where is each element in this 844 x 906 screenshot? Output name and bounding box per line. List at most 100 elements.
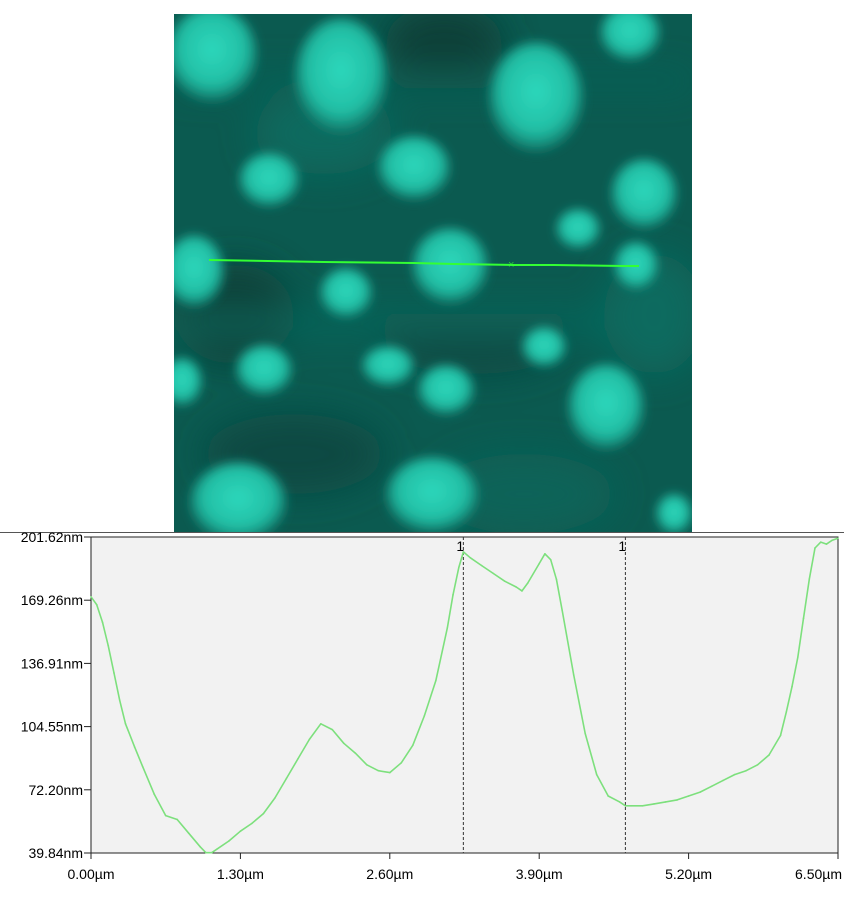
profile-point xyxy=(722,779,724,782)
profile-point xyxy=(549,558,552,561)
profile-point xyxy=(492,572,495,575)
profile-point xyxy=(228,840,230,842)
profile-point xyxy=(262,812,265,815)
y-tick-label: 201.62nm xyxy=(21,532,83,545)
profile-point xyxy=(452,594,454,596)
profile-point xyxy=(141,765,144,768)
y-axis: 201.62nm 169.26nm 136.91nm 104.55nm 72.20nm 3… xyxy=(21,532,91,861)
profile-point xyxy=(779,734,782,737)
profile-point xyxy=(515,586,518,588)
profile-point xyxy=(176,818,178,821)
y-tick-label: 104.55nm xyxy=(21,719,83,735)
profile-point xyxy=(791,685,793,688)
profile-point xyxy=(538,562,540,565)
profile-point xyxy=(687,795,690,797)
profile-point xyxy=(733,773,736,776)
profile-point xyxy=(768,754,770,756)
profile-point xyxy=(630,805,632,807)
profile-point xyxy=(462,551,465,553)
profile-point xyxy=(331,728,334,731)
profile-point xyxy=(251,822,253,825)
profile-point xyxy=(423,715,426,717)
profile-point xyxy=(133,746,136,749)
profile-line xyxy=(90,537,839,854)
plot-area xyxy=(90,536,839,854)
profile-point xyxy=(216,847,219,850)
profile-point xyxy=(90,596,92,598)
x-tick-label: 1.30µm xyxy=(217,866,264,882)
x-tick-label: 0.00µm xyxy=(68,866,115,882)
profile-point xyxy=(377,769,380,772)
cursor-label: 1 xyxy=(456,538,464,554)
profile-point xyxy=(469,556,472,559)
profile-point xyxy=(653,803,655,805)
profile-point xyxy=(411,744,414,747)
profile-point xyxy=(572,674,575,676)
profile-point xyxy=(107,644,110,647)
profile-point xyxy=(756,763,759,766)
profile-point xyxy=(814,547,816,549)
profile-point xyxy=(526,582,529,584)
profile-point xyxy=(153,793,156,795)
profile-point xyxy=(366,763,368,766)
profile-point xyxy=(480,564,483,567)
profile-point xyxy=(584,732,586,735)
profile-point xyxy=(297,758,299,760)
profile-point xyxy=(164,814,167,817)
profile-point xyxy=(124,722,127,725)
x-tick-label: 3.90µm xyxy=(516,866,563,882)
profile-scan-line xyxy=(208,259,639,267)
profile-point xyxy=(802,617,805,620)
afm-height-image: × xyxy=(174,14,692,532)
profile-point xyxy=(785,711,788,713)
profile-point xyxy=(618,801,621,803)
profile-point xyxy=(199,846,201,848)
profile-point xyxy=(595,773,598,776)
profile-point xyxy=(308,738,311,741)
profile-point xyxy=(354,752,357,754)
profile-point xyxy=(101,621,104,624)
profile-point xyxy=(819,541,822,543)
x-tick-label: 2.60µm xyxy=(366,866,413,882)
profile-point xyxy=(210,851,213,854)
profile-point xyxy=(796,656,799,659)
profile-point xyxy=(285,777,288,780)
profile-point xyxy=(434,679,437,682)
profile-point xyxy=(113,672,115,674)
profile-point xyxy=(446,627,449,629)
profile-point xyxy=(808,578,811,581)
cursor-label: 1 xyxy=(618,538,626,554)
profile-point xyxy=(710,785,713,788)
series-group xyxy=(90,537,839,854)
profile-point xyxy=(664,801,667,803)
profile-point xyxy=(400,762,403,764)
x-tick-label: 5.20µm xyxy=(665,866,712,882)
y-tick-label: 39.84nm xyxy=(29,845,83,861)
profile-point xyxy=(205,851,207,854)
profile-point xyxy=(503,580,506,582)
y-tick-label: 72.20nm xyxy=(29,782,83,798)
profile-point xyxy=(95,603,98,606)
height-profile-chart: 201.62nm 169.26nm 136.91nm 104.55nm 72.20nm 3… xyxy=(0,532,844,882)
profile-point xyxy=(239,830,242,833)
profile-point xyxy=(555,578,558,581)
afm-grains xyxy=(174,14,692,532)
profile-point xyxy=(544,553,546,555)
y-tick-label: 136.91nm xyxy=(21,655,83,671)
profile-point xyxy=(457,566,460,569)
x-tick-label: 6.50µm xyxy=(795,866,842,882)
profile-point xyxy=(187,832,190,834)
profile-point xyxy=(837,537,839,540)
profile-point xyxy=(320,722,322,725)
profile-point xyxy=(624,805,627,807)
profile-point xyxy=(343,742,345,745)
profile-point xyxy=(745,769,747,772)
profile-point xyxy=(676,799,678,801)
profile-point xyxy=(641,805,644,807)
scan-line-marker: × xyxy=(508,259,514,271)
profile-point xyxy=(607,795,609,797)
profile-point xyxy=(561,609,563,612)
profile-point xyxy=(699,791,701,793)
profile-point xyxy=(118,699,121,702)
